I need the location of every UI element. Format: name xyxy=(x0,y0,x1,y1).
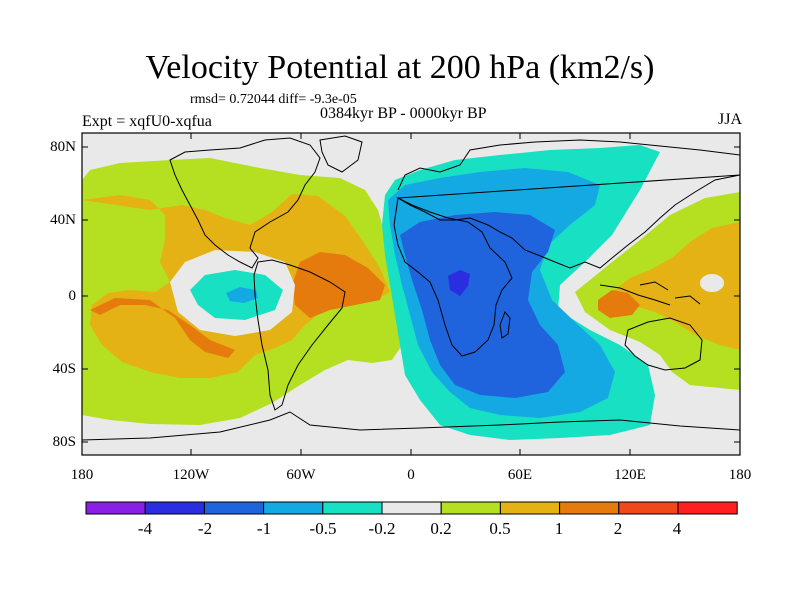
colorbar-label-minus05: -0.5 xyxy=(309,519,337,538)
colorbar-box xyxy=(440,501,501,515)
contour-centralpac-neutral xyxy=(700,274,724,292)
contour-atlantic-deep-orange xyxy=(292,252,385,318)
colorbar-label-05: 0.5 xyxy=(489,519,511,538)
colorbar-label-02: 0.2 xyxy=(430,519,452,538)
coast-europe-asia xyxy=(396,139,740,269)
contour-africa-minus2 xyxy=(448,270,470,296)
experiment-label: Expt = xqfU0-xqfua xyxy=(82,113,212,130)
contour-eastpac-minus1 xyxy=(226,287,258,303)
xlabel-120w: 120W xyxy=(172,467,210,483)
xlabel-60w: 60W xyxy=(286,467,316,483)
colorbar-label-minus1: -1 xyxy=(256,519,272,538)
coast-indonesia xyxy=(599,281,701,306)
ylabel-0: 0 xyxy=(68,288,77,304)
colorbar-label-minus4: -4 xyxy=(137,519,153,538)
coast-north-america xyxy=(169,137,321,269)
colorbar-label-1: 1 xyxy=(554,519,564,538)
ylabel-80s: 80S xyxy=(52,434,76,450)
ylabel-40n: 40N xyxy=(50,212,76,228)
plot-title: Velocity Potential at 200 hPa (km2/s) xyxy=(145,49,655,86)
colorbar-box xyxy=(381,501,442,515)
colorbar-label-2: 2 xyxy=(613,519,623,538)
contour-indopac-orange xyxy=(612,222,740,350)
contour-indopac-deep-orange xyxy=(598,290,640,318)
colorbar-box xyxy=(559,501,620,515)
coast-antarctica xyxy=(82,411,740,441)
rmsd-stats: rmsd= 0.72044 diff= -9.3e-05 xyxy=(190,92,357,107)
xlabel-0: 0 xyxy=(407,467,415,483)
period-label: 0384kyr BP - 0000kyr BP xyxy=(320,105,487,122)
ylabel-80n: 80N xyxy=(50,139,76,155)
colorbar-label-minus02: -0.2 xyxy=(368,519,396,538)
colorbar-box xyxy=(499,501,561,515)
colorbar-box xyxy=(677,501,738,515)
season-label: JJA xyxy=(717,111,742,128)
colorbar-label-minus2: -2 xyxy=(197,519,213,538)
colorbar-box xyxy=(203,501,265,515)
colorbar-box xyxy=(263,501,324,515)
colorbar-box xyxy=(618,501,679,515)
colorbar-boxes xyxy=(85,501,738,515)
coast-australia xyxy=(624,317,703,371)
coast-africa xyxy=(393,197,513,357)
xlabel-120e: 120E xyxy=(614,467,646,483)
coastlines xyxy=(82,135,740,441)
colorbar-box xyxy=(85,501,146,515)
colorbar-box xyxy=(322,501,383,515)
coast-greenland xyxy=(319,135,363,173)
coast-madagascar xyxy=(499,311,511,339)
colorbar-label-4: 4 xyxy=(672,519,682,538)
axis-ticks xyxy=(82,133,740,455)
map-field xyxy=(82,133,740,455)
contour-africa-minus1 xyxy=(400,212,565,398)
xlabel-180e: 180 xyxy=(728,467,752,483)
ylabel-40s: 40S xyxy=(52,361,76,377)
colorbar-box xyxy=(144,501,205,515)
coast-south-america xyxy=(253,259,346,411)
xlabel-180w: 180 xyxy=(70,467,94,483)
contour-sw-deep-orange xyxy=(90,298,235,358)
xlabel-60e: 60E xyxy=(507,467,533,483)
